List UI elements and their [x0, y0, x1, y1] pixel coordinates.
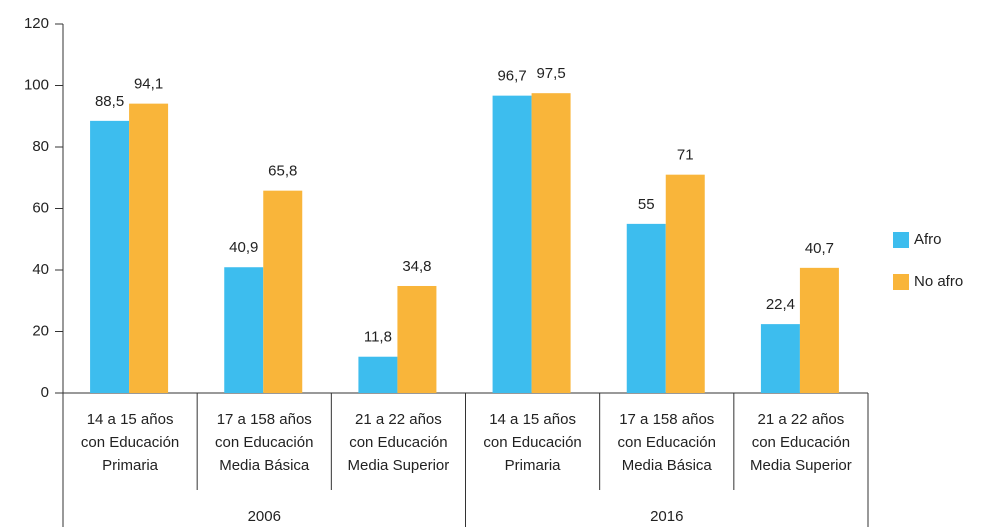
legend-label: Afro — [914, 231, 942, 248]
data-label: 34,8 — [402, 258, 431, 275]
x-tick-label: 17 a 158 años — [619, 411, 714, 428]
bar — [760, 324, 800, 393]
x-tick-label: con Educación — [215, 434, 313, 451]
y-tick-label: 40 — [32, 261, 49, 278]
data-label: 96,7 — [497, 68, 526, 85]
bar — [492, 95, 532, 394]
bar — [397, 285, 437, 393]
legend-swatch — [893, 232, 909, 248]
data-label: 22,4 — [766, 296, 795, 313]
bar — [799, 267, 839, 393]
x-tick-label: Media Superior — [750, 457, 852, 474]
group-label: 2006 — [248, 508, 281, 525]
bar — [224, 267, 264, 393]
data-label: 97,5 — [536, 65, 565, 82]
data-label: 65,8 — [268, 163, 297, 180]
x-tick-label: 21 a 22 años — [355, 411, 442, 428]
bar — [358, 356, 398, 393]
x-tick-label: Media Básica — [219, 457, 310, 474]
x-tick-label: 14 a 15 años — [87, 411, 174, 428]
y-tick-label: 120 — [24, 15, 49, 32]
x-tick-label: con Educación — [752, 434, 850, 451]
x-tick-label: 21 a 22 años — [758, 411, 845, 428]
data-label: 88,5 — [95, 93, 124, 110]
group-label: 2016 — [650, 508, 683, 525]
legend-label: No afro — [914, 273, 963, 290]
x-tick-label: 17 a 158 años — [217, 411, 312, 428]
x-tick-label: con Educación — [81, 434, 179, 451]
y-tick-label: 0 — [41, 384, 49, 401]
legend-swatch — [893, 274, 909, 290]
bar — [531, 93, 571, 393]
bar — [665, 174, 705, 393]
y-tick-label: 60 — [32, 199, 49, 216]
x-tick-label: 14 a 15 años — [489, 411, 576, 428]
x-tick-label: con Educación — [618, 434, 716, 451]
y-tick-label: 100 — [24, 76, 49, 93]
data-label: 55 — [638, 196, 655, 213]
y-tick-label: 20 — [32, 322, 49, 339]
data-label: 11,8 — [364, 329, 392, 346]
bar — [129, 103, 169, 393]
x-tick-label: Primaria — [505, 457, 561, 474]
bar — [263, 190, 303, 393]
x-tick-label: Primaria — [102, 457, 158, 474]
bar — [626, 223, 666, 393]
data-label: 40,7 — [805, 240, 834, 257]
y-tick-label: 80 — [32, 138, 49, 155]
data-label: 71 — [677, 147, 694, 164]
bar — [90, 120, 130, 394]
x-tick-label: con Educación — [483, 434, 581, 451]
x-tick-label: Media Básica — [622, 457, 713, 474]
x-tick-label: Media Superior — [348, 457, 450, 474]
x-tick-label: con Educación — [349, 434, 447, 451]
data-label: 40,9 — [229, 239, 258, 256]
data-label: 94,1 — [134, 76, 163, 93]
